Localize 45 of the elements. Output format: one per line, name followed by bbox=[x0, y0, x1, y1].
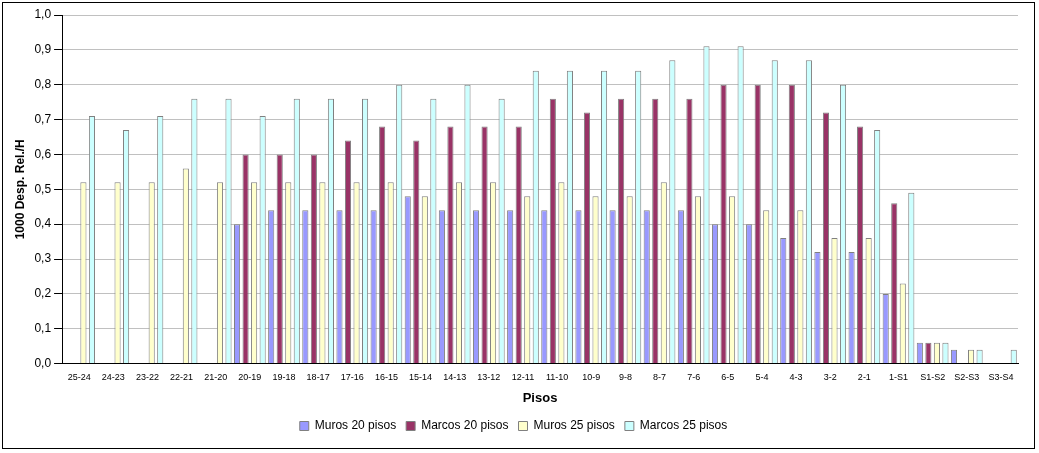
y-tick-label: 0,5 bbox=[34, 181, 52, 196]
y-tick-label: 0,9 bbox=[34, 42, 52, 57]
x-tick-label: S1-S2 bbox=[920, 372, 946, 383]
x-tick-label: 6-5 bbox=[721, 372, 735, 383]
x-tick-label: 13-12 bbox=[477, 372, 501, 383]
y-axis-title: 1000 Desp. Rel./H bbox=[12, 139, 27, 240]
x-tick-label: 9-8 bbox=[618, 372, 632, 383]
x-tick-label: 4-3 bbox=[789, 372, 803, 383]
legend-label: Marcos 25 pisos bbox=[639, 418, 728, 433]
x-tick-label: S3-S4 bbox=[988, 372, 1014, 383]
x-tick-label: 17-16 bbox=[340, 372, 364, 383]
x-tick-label: 16-15 bbox=[374, 372, 398, 383]
y-tick-label: 0,2 bbox=[34, 286, 52, 301]
legend-label: Marcos 20 pisos bbox=[421, 418, 509, 433]
x-tick-label: 20-19 bbox=[238, 372, 262, 383]
y-tick-label: 0,8 bbox=[34, 77, 52, 92]
x-tick-label: 2-1 bbox=[857, 372, 871, 383]
x-tick-label: 23-22 bbox=[135, 372, 159, 383]
x-tick-label: 22-21 bbox=[170, 372, 194, 383]
x-tick-label: 19-18 bbox=[272, 372, 296, 383]
legend-label: Muros 25 pisos bbox=[533, 418, 615, 433]
legend-label: Muros 20 pisos bbox=[314, 418, 397, 433]
y-tick-label: 0,1 bbox=[34, 321, 52, 336]
x-tick-label: 8-7 bbox=[653, 372, 667, 383]
x-tick-label: S2-S3 bbox=[954, 372, 980, 383]
x-tick-label: 12-11 bbox=[511, 372, 535, 383]
x-tick-label: 5-4 bbox=[755, 372, 769, 383]
y-tick-label: 0,4 bbox=[34, 216, 52, 231]
x-tick-label: 25-24 bbox=[67, 372, 91, 383]
y-tick-label: 0,6 bbox=[34, 146, 52, 161]
x-tick-label: 21-20 bbox=[204, 372, 228, 383]
x-tick-label: 15-14 bbox=[409, 372, 433, 383]
x-tick-label: 1-S1 bbox=[889, 372, 909, 383]
x-tick-label: 18-17 bbox=[306, 372, 330, 383]
x-tick-label: 11-10 bbox=[545, 372, 569, 383]
y-tick-label: 0,0 bbox=[34, 355, 52, 370]
x-tick-label: 24-23 bbox=[101, 372, 125, 383]
x-tick-label: 14-13 bbox=[443, 372, 467, 383]
x-tick-label: 3-2 bbox=[823, 372, 837, 383]
y-tick-label: 0,7 bbox=[34, 111, 52, 126]
y-tick-label: 0,3 bbox=[34, 251, 52, 266]
x-axis-title: Pisos bbox=[522, 389, 558, 405]
x-tick-label: 10-9 bbox=[582, 372, 601, 383]
y-tick-label: 1,0 bbox=[34, 7, 52, 22]
x-tick-label: 7-6 bbox=[687, 372, 701, 383]
